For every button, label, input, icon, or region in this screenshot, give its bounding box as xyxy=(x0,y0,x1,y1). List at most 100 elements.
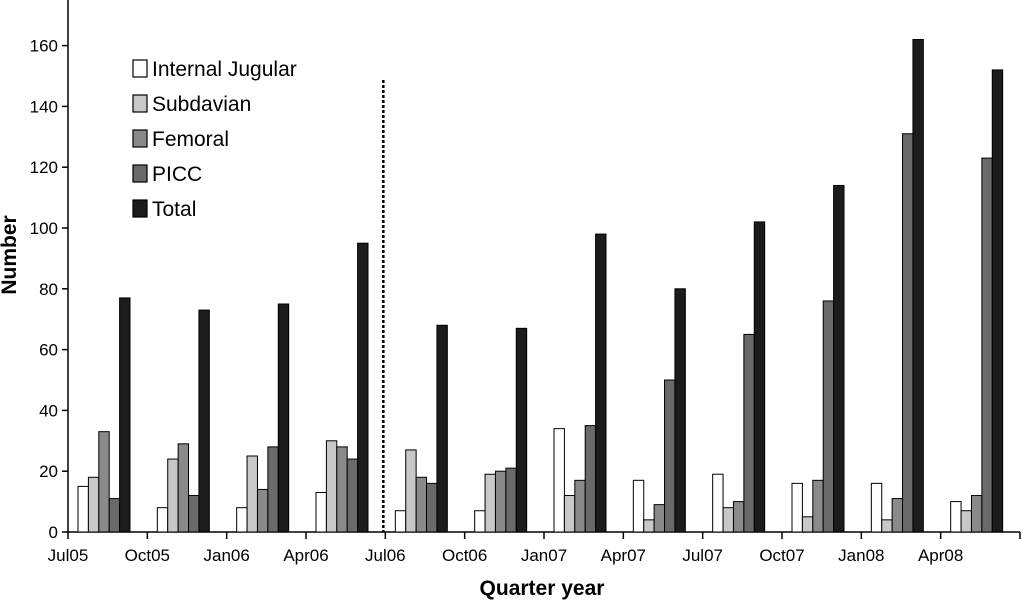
bar xyxy=(991,69,1004,533)
y-tick-label: 40 xyxy=(39,401,58,420)
bar xyxy=(87,476,100,533)
bar xyxy=(167,458,179,533)
x-tick-label: Jan08 xyxy=(838,546,884,565)
bar xyxy=(267,446,279,533)
y-tick-label: 60 xyxy=(39,341,58,360)
bar xyxy=(198,309,210,533)
bar xyxy=(664,379,676,533)
bar xyxy=(177,443,190,533)
bar xyxy=(574,479,586,533)
x-tick-label: Jul05 xyxy=(48,546,89,565)
legend-label: Internal Jugular xyxy=(152,58,297,81)
x-tick-label: Oct05 xyxy=(125,546,170,565)
legend-swatch xyxy=(132,199,148,218)
legend-swatch xyxy=(132,59,148,78)
bar xyxy=(812,479,824,533)
bar xyxy=(743,333,755,533)
bar xyxy=(515,327,528,533)
legend-swatch xyxy=(132,164,148,183)
legend-label: Total xyxy=(152,198,196,221)
bar xyxy=(436,324,448,533)
bar xyxy=(236,507,248,533)
bar xyxy=(870,482,883,533)
bar xyxy=(753,221,766,533)
bar xyxy=(553,428,565,533)
y-tick-label: 140 xyxy=(30,97,58,116)
bar xyxy=(970,495,983,533)
bar xyxy=(405,449,417,533)
bar xyxy=(188,495,200,533)
bar xyxy=(912,39,924,533)
bar xyxy=(119,297,131,533)
bar xyxy=(315,491,327,533)
bar xyxy=(505,467,517,533)
bar xyxy=(108,498,121,533)
bar xyxy=(394,510,407,533)
bar xyxy=(981,157,993,533)
x-tick-label: Apr06 xyxy=(283,546,328,565)
y-tick-label: 80 xyxy=(39,280,58,299)
legend-swatch xyxy=(132,94,148,113)
series-femoral xyxy=(98,431,983,533)
x-tick-label: Jul06 xyxy=(365,546,406,565)
y-tick-label: 20 xyxy=(39,462,58,481)
bar xyxy=(474,510,486,533)
x-ticks: Jul05 Oct05 Jan06 Apr06 Jul06 Oct06 Jan07 Apr07… xyxy=(48,532,1021,565)
legend-swatch xyxy=(132,129,148,148)
bar xyxy=(801,516,814,533)
bar xyxy=(415,476,428,533)
bar xyxy=(632,479,645,533)
bar xyxy=(960,510,972,533)
series-picc xyxy=(108,133,993,533)
bar xyxy=(336,446,348,533)
bar xyxy=(902,133,914,533)
legend-label: Subdavian xyxy=(152,93,251,116)
bar xyxy=(791,482,803,533)
bar xyxy=(950,501,962,533)
x-tick-label: Jul07 xyxy=(682,546,723,565)
bar xyxy=(674,288,686,533)
bar xyxy=(822,300,835,533)
y-ticks: 0 20 40 60 80 100 120 140 160 xyxy=(30,37,68,542)
legend-label: Femoral xyxy=(152,128,229,151)
bar xyxy=(833,184,845,533)
x-tick-label: Apr07 xyxy=(601,546,646,565)
bar xyxy=(494,470,507,533)
bar xyxy=(256,488,269,533)
x-tick-label: Oct07 xyxy=(759,546,804,565)
bar xyxy=(891,498,904,533)
x-axis-title: Quarter year xyxy=(480,577,605,600)
y-tick-label: 0 xyxy=(49,523,58,542)
y-tick-label: 160 xyxy=(30,37,58,56)
y-tick-label: 100 xyxy=(30,219,58,238)
bar xyxy=(156,507,169,533)
series-internal-jugular xyxy=(77,428,962,533)
bar xyxy=(722,507,734,533)
bar xyxy=(325,440,338,533)
bar xyxy=(277,303,290,533)
legend-label: PICC xyxy=(152,163,202,186)
bar xyxy=(357,242,369,533)
bars xyxy=(77,39,1004,533)
x-tick-label: Apr08 xyxy=(918,546,963,565)
bar xyxy=(643,519,655,533)
x-tick-label: Jan07 xyxy=(521,546,567,565)
bar xyxy=(426,482,438,533)
series-total xyxy=(119,39,1004,533)
bar xyxy=(712,473,724,533)
bar xyxy=(653,504,666,533)
legend: Internal Jugular Subdavian Femoral PICC Tota… xyxy=(132,58,297,221)
bar xyxy=(584,425,597,533)
bar xyxy=(881,519,893,533)
bar xyxy=(732,501,745,533)
x-tick-label: Oct06 xyxy=(442,546,487,565)
bar xyxy=(77,485,89,533)
bar xyxy=(246,455,258,533)
bar xyxy=(484,473,496,533)
x-tick-label: Jan06 xyxy=(204,546,250,565)
bar xyxy=(563,495,576,533)
y-tick-label: 120 xyxy=(30,158,58,177)
y-axis-title: Number xyxy=(0,215,21,294)
bar xyxy=(595,233,607,533)
